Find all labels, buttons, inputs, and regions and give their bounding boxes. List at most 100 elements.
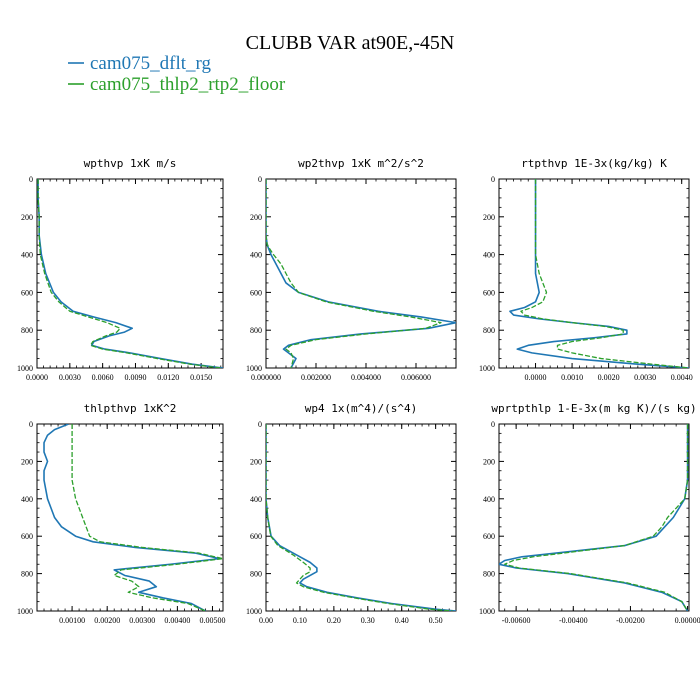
x-tick-label: 0.0090 — [124, 373, 146, 382]
y-tick-label: 1000 — [17, 364, 33, 373]
series-line-floor — [504, 424, 689, 611]
series-line-dflt — [499, 424, 689, 611]
x-tick-label: 0.20 — [327, 616, 341, 625]
x-tick-label: 0.30 — [361, 616, 375, 625]
series-line-dflt — [37, 179, 223, 368]
y-tick-label: 0 — [258, 175, 262, 184]
x-tick-label: 0.0030 — [59, 373, 81, 382]
y-tick-label: 1000 — [479, 364, 495, 373]
series-line-dflt — [266, 179, 456, 368]
series-line-dflt — [509, 179, 689, 368]
y-tick-label: 800 — [483, 570, 495, 579]
series-line-dflt — [43, 424, 221, 611]
y-tick-label: 800 — [21, 570, 33, 579]
x-tick-label: 0.00000 — [675, 616, 700, 625]
x-tick-label: -0.00600 — [502, 616, 531, 625]
x-tick-label: 0.50 — [429, 616, 443, 625]
series-line-floor — [266, 424, 453, 611]
x-tick-label: 0.0060 — [92, 373, 114, 382]
x-tick-label: 0.0120 — [157, 373, 179, 382]
y-tick-label: 1000 — [17, 607, 33, 616]
panel-title: wp2thvp 1xK m^2/s^2 — [298, 157, 424, 170]
x-tick-label: 0.000000 — [251, 373, 281, 382]
y-tick-label: 0 — [491, 420, 495, 429]
y-tick-label: 600 — [250, 288, 262, 297]
plot-frame — [36, 423, 224, 612]
y-tick-label: 0 — [258, 420, 262, 429]
figure-title: CLUBB VAR at90E,-45N — [246, 32, 455, 54]
panel-title: wp4 1x(m^4)/(s^4) — [305, 402, 418, 415]
y-tick-label: 600 — [21, 532, 33, 541]
y-tick-label: 200 — [250, 457, 262, 466]
panel-title: thlpthvp 1xK^2 — [84, 402, 177, 415]
plot-frame — [498, 178, 690, 369]
x-tick-label: 0.10 — [293, 616, 307, 625]
x-tick-label: -0.00400 — [559, 616, 588, 625]
y-tick-label: 800 — [483, 326, 495, 335]
legend-label-dflt: cam075_dflt_rg — [90, 53, 212, 74]
y-tick-label: 400 — [21, 251, 33, 260]
series-line-floor — [266, 179, 442, 368]
x-tick-label: 0.002000 — [301, 373, 331, 382]
y-tick-label: 1000 — [246, 364, 262, 373]
plot-frame — [498, 423, 690, 612]
x-tick-label: 0.0150 — [190, 373, 212, 382]
y-tick-label: 200 — [483, 457, 495, 466]
y-tick-label: 400 — [21, 495, 33, 504]
x-tick-label: 0.00200 — [94, 616, 120, 625]
y-tick-label: 800 — [21, 326, 33, 335]
panel-3: rtpthvp 1E-3x(kg/kg) K 0 200 400 600 800 1000 0… — [479, 157, 693, 382]
panel-title: wprtpthlp 1-E-3x(m kg K)/(s kg) — [491, 402, 696, 415]
y-tick-label: 0 — [29, 420, 33, 429]
x-tick-label: 0.006000 — [401, 373, 431, 382]
legend-label-floor: cam075_thlp2_rtp2_floor — [90, 74, 286, 95]
x-tick-label: 0.0040 — [671, 373, 693, 382]
x-tick-label: 0.00 — [259, 616, 273, 625]
y-tick-label: 600 — [250, 532, 262, 541]
x-tick-label: 0.0030 — [634, 373, 656, 382]
x-tick-label: 0.0000 — [26, 373, 48, 382]
y-tick-label: 600 — [483, 532, 495, 541]
x-tick-label: 0.00300 — [129, 616, 155, 625]
y-tick-label: 1000 — [246, 607, 262, 616]
x-tick-label: 0.0000 — [525, 373, 547, 382]
panel-title: wpthvp 1xK m/s — [84, 157, 177, 170]
y-tick-label: 400 — [250, 251, 262, 260]
y-tick-label: 200 — [250, 213, 262, 222]
y-tick-label: 0 — [29, 175, 33, 184]
y-tick-label: 1000 — [479, 607, 495, 616]
plot-frame — [265, 423, 457, 612]
y-tick-label: 600 — [21, 288, 33, 297]
y-tick-label: 200 — [483, 213, 495, 222]
series-line-floor — [71, 424, 223, 611]
y-tick-label: 800 — [250, 570, 262, 579]
y-tick-label: 400 — [250, 495, 262, 504]
y-tick-label: 400 — [483, 251, 495, 260]
plot-frame — [265, 178, 457, 369]
y-tick-label: 0 — [491, 175, 495, 184]
x-tick-label: 0.00400 — [164, 616, 190, 625]
plot-frame — [36, 178, 224, 369]
y-tick-label: 200 — [21, 213, 33, 222]
y-tick-label: 800 — [250, 326, 262, 335]
figure-legend: cam075_dflt_rg cam075_thlp2_rtp2_floor — [68, 53, 286, 95]
panel-2: wp2thvp 1xK m^2/s^2020040060080010000.00… — [246, 157, 457, 382]
y-tick-label: 600 — [483, 288, 495, 297]
x-tick-label: 0.00500 — [199, 616, 225, 625]
x-tick-label: 0.00100 — [59, 616, 85, 625]
x-tick-label: 0.004000 — [351, 373, 381, 382]
x-tick-label: 0.40 — [395, 616, 409, 625]
x-tick-label: 0.0010 — [561, 373, 583, 382]
panel-4: thlpthvp 1xK^2 0 200 400 600 800 1000 0.00100 0.… — [17, 402, 225, 625]
series-line-floor — [520, 179, 689, 368]
series-line-dflt — [266, 424, 456, 611]
y-tick-label: 200 — [21, 457, 33, 466]
x-tick-label: -0.00200 — [616, 616, 645, 625]
panel-title: rtpthvp 1E-3x(kg/kg) K — [521, 157, 667, 170]
panel-6: wprtpthlp 1-E-3x(m kg K)/(s kg) 0 200 400 60… — [479, 402, 700, 625]
x-tick-label: 0.0020 — [598, 373, 620, 382]
y-tick-label: 400 — [483, 495, 495, 504]
